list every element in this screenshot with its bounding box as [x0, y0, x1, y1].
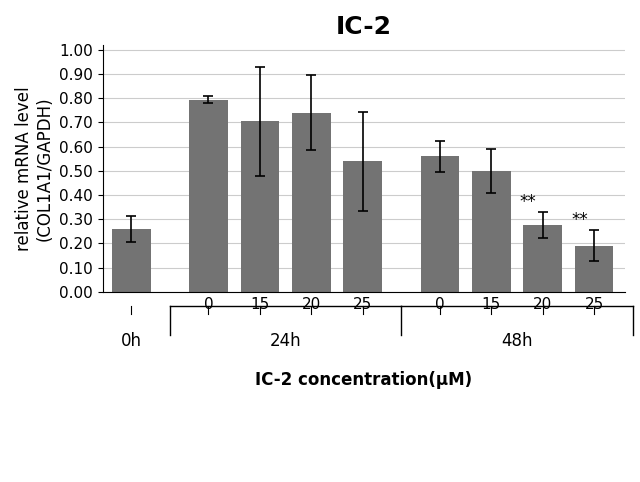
Text: **: ** — [571, 211, 588, 229]
Bar — [472, 171, 511, 292]
Y-axis label: relative mRNA level
(COL1A1/GAPDH): relative mRNA level (COL1A1/GAPDH) — [15, 86, 54, 251]
Text: IC-2 concentration(μM): IC-2 concentration(μM) — [255, 371, 472, 388]
Bar — [575, 246, 613, 292]
Bar — [112, 229, 150, 292]
Bar — [189, 99, 228, 292]
Bar — [524, 225, 562, 292]
Bar — [241, 121, 279, 292]
Text: 0h: 0h — [121, 333, 141, 350]
Text: **: ** — [520, 193, 536, 211]
Text: 48h: 48h — [501, 333, 532, 350]
Bar — [344, 161, 382, 292]
Text: 24h: 24h — [269, 333, 301, 350]
Title: IC-2: IC-2 — [336, 15, 392, 39]
Bar — [292, 113, 330, 292]
Bar — [420, 156, 459, 292]
